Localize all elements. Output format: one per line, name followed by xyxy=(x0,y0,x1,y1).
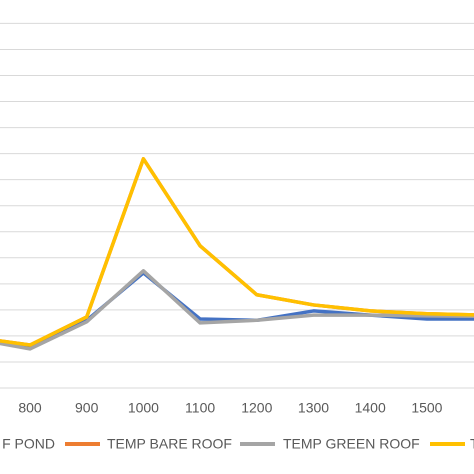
legend-label: T xyxy=(470,436,474,452)
x-tick-label: 1500 xyxy=(411,400,442,416)
x-tick-label: 1400 xyxy=(355,400,386,416)
x-tick-label: 900 xyxy=(75,400,99,416)
legend-label: TEMP BARE ROOF xyxy=(107,436,232,452)
x-tick-label: 1200 xyxy=(241,400,272,416)
x-tick-label: 800 xyxy=(18,400,42,416)
x-tick-label: 1300 xyxy=(298,400,329,416)
legend-label: TEMP GREEN ROOF xyxy=(283,436,420,452)
x-tick-label: 1100 xyxy=(185,400,215,416)
series-line xyxy=(0,157,474,347)
series-line xyxy=(0,269,474,351)
x-tick-label: 1000 xyxy=(128,400,159,416)
legend-label: F POND xyxy=(2,436,55,452)
